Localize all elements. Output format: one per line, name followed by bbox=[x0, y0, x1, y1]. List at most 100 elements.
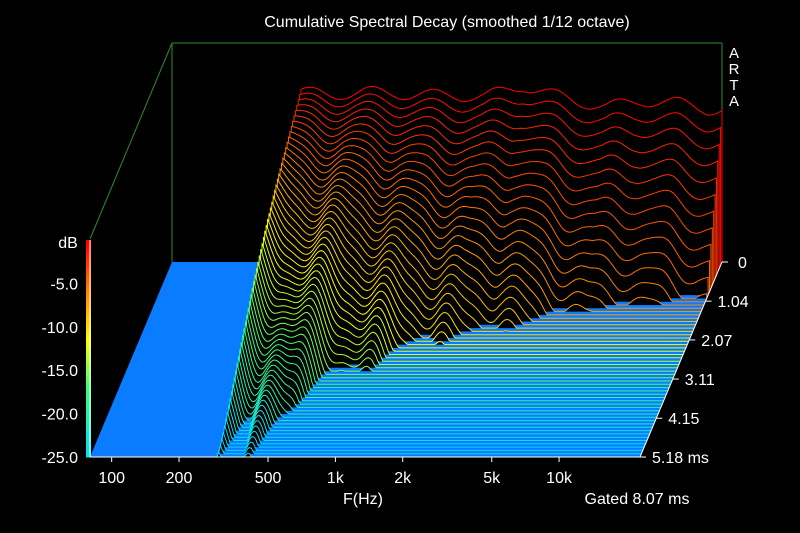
slice-curve bbox=[290, 115, 716, 279]
slice-curve bbox=[267, 201, 693, 332]
frame-side-edge bbox=[89, 42, 173, 240]
slice-curve bbox=[233, 363, 659, 415]
slice-curve bbox=[287, 126, 713, 286]
slice-curve bbox=[261, 230, 686, 349]
decay-slices bbox=[215, 86, 723, 458]
slice-curve bbox=[262, 224, 688, 346]
colorbar-segment bbox=[86, 332, 91, 339]
slice-curve bbox=[274, 172, 700, 316]
colorbar-segment bbox=[86, 240, 91, 246]
slice-curve bbox=[281, 146, 708, 299]
colorbar-segment bbox=[86, 321, 91, 328]
slice-curve bbox=[256, 248, 682, 359]
time-axis-line bbox=[639, 261, 723, 458]
colorbar bbox=[86, 240, 91, 458]
slice-curve bbox=[244, 307, 670, 389]
slice-curve bbox=[230, 377, 656, 422]
colorbar-segment bbox=[86, 429, 91, 436]
slice-curve bbox=[229, 384, 654, 425]
gate-label: Gated 8.07 ms bbox=[585, 491, 690, 508]
slice-curve bbox=[251, 274, 677, 372]
time-tick-label: 5.18 ms bbox=[652, 450, 709, 467]
colorbar-segment bbox=[86, 337, 91, 344]
x-tick-label: 1k bbox=[327, 470, 345, 487]
slice-curve bbox=[297, 86, 723, 263]
time-tick-label: 0 bbox=[738, 255, 747, 272]
slice-curve bbox=[292, 104, 719, 273]
slice-curve bbox=[266, 207, 692, 336]
z-tick-label: -20.0 bbox=[42, 407, 79, 424]
axes: -5.0 -10.0 -15.0 -20.0 -25.0 100 200 500 1k 2k 5k 1… bbox=[42, 240, 749, 487]
colorbar-segment bbox=[86, 305, 91, 312]
slice-curve bbox=[284, 136, 710, 293]
slice-curve bbox=[236, 349, 661, 408]
slice-curve bbox=[294, 98, 720, 270]
slice-curve bbox=[240, 328, 665, 398]
x-axis-label: F(Hz) bbox=[343, 491, 383, 508]
z-tick-label: -15.0 bbox=[42, 363, 79, 380]
slice-curve bbox=[238, 335, 664, 402]
slice-curve bbox=[272, 183, 697, 322]
slice-curve bbox=[291, 109, 717, 276]
slice-curve bbox=[265, 213, 690, 339]
slice-curve bbox=[216, 443, 642, 455]
colorbar-segment bbox=[86, 364, 91, 371]
colorbar-segment bbox=[86, 440, 91, 447]
slice-curve bbox=[286, 131, 712, 289]
colorbar-segment bbox=[86, 353, 91, 360]
slice-curve bbox=[247, 294, 672, 382]
chart-title: Cumulative Spectral Decay (smoothed 1/12… bbox=[264, 14, 630, 31]
colorbar-segment bbox=[86, 359, 91, 366]
colorbar-segment bbox=[86, 391, 91, 398]
x-tick-label: 5k bbox=[483, 470, 501, 487]
time-tick-label: 3.11 bbox=[685, 372, 715, 389]
colorbar-segment bbox=[86, 343, 91, 349]
colorbar-segment bbox=[86, 435, 91, 442]
slice-curve bbox=[295, 92, 722, 266]
slice-curve bbox=[259, 236, 685, 352]
colorbar-segment bbox=[86, 315, 91, 322]
slice-curve bbox=[224, 404, 650, 435]
z-tick-label: -5.0 bbox=[50, 276, 78, 293]
colorbar-segment bbox=[86, 402, 91, 409]
colorbar-segment bbox=[86, 299, 91, 306]
colorbar-segment bbox=[86, 451, 91, 458]
slice-curve bbox=[241, 321, 667, 395]
colorbar-segment bbox=[86, 446, 91, 453]
colorbar-segment bbox=[86, 288, 91, 295]
colorbar-segment bbox=[86, 408, 91, 415]
brand-letter: T bbox=[729, 77, 738, 94]
brand-letter: A bbox=[729, 45, 739, 62]
slice-curve bbox=[231, 370, 657, 418]
slice-curve bbox=[280, 151, 706, 303]
slice-curve bbox=[226, 397, 652, 432]
colorbar-segment bbox=[86, 261, 91, 268]
x-tick-label: 200 bbox=[166, 470, 193, 487]
colorbar-segment bbox=[86, 310, 91, 317]
colorbar-segment bbox=[86, 272, 91, 279]
slice-curve bbox=[248, 287, 674, 379]
colorbar-segment bbox=[86, 370, 91, 377]
slice-mask bbox=[229, 384, 654, 424]
slice-curve bbox=[245, 300, 671, 385]
colorbar-segment bbox=[86, 386, 91, 393]
colorbar-segment bbox=[86, 267, 91, 274]
slice-curve bbox=[220, 425, 646, 445]
z-axis-label: dB bbox=[58, 235, 78, 252]
colorbar-segment bbox=[86, 245, 91, 252]
colorbar-segment bbox=[86, 277, 91, 284]
slice-curve bbox=[288, 120, 715, 283]
colorbar-segment bbox=[86, 397, 91, 404]
slice-curve bbox=[217, 436, 643, 451]
slice-curve bbox=[219, 432, 645, 448]
slice-curve bbox=[258, 242, 684, 355]
slice-curve bbox=[263, 218, 689, 342]
colorbar-segment bbox=[86, 424, 91, 431]
slice-curve bbox=[269, 194, 695, 329]
slice-mask bbox=[227, 391, 653, 428]
z-tick-label: -25.0 bbox=[42, 450, 79, 467]
slice-curve bbox=[222, 418, 647, 441]
colorbar-segment bbox=[86, 419, 91, 425]
slice-curve bbox=[277, 162, 703, 309]
